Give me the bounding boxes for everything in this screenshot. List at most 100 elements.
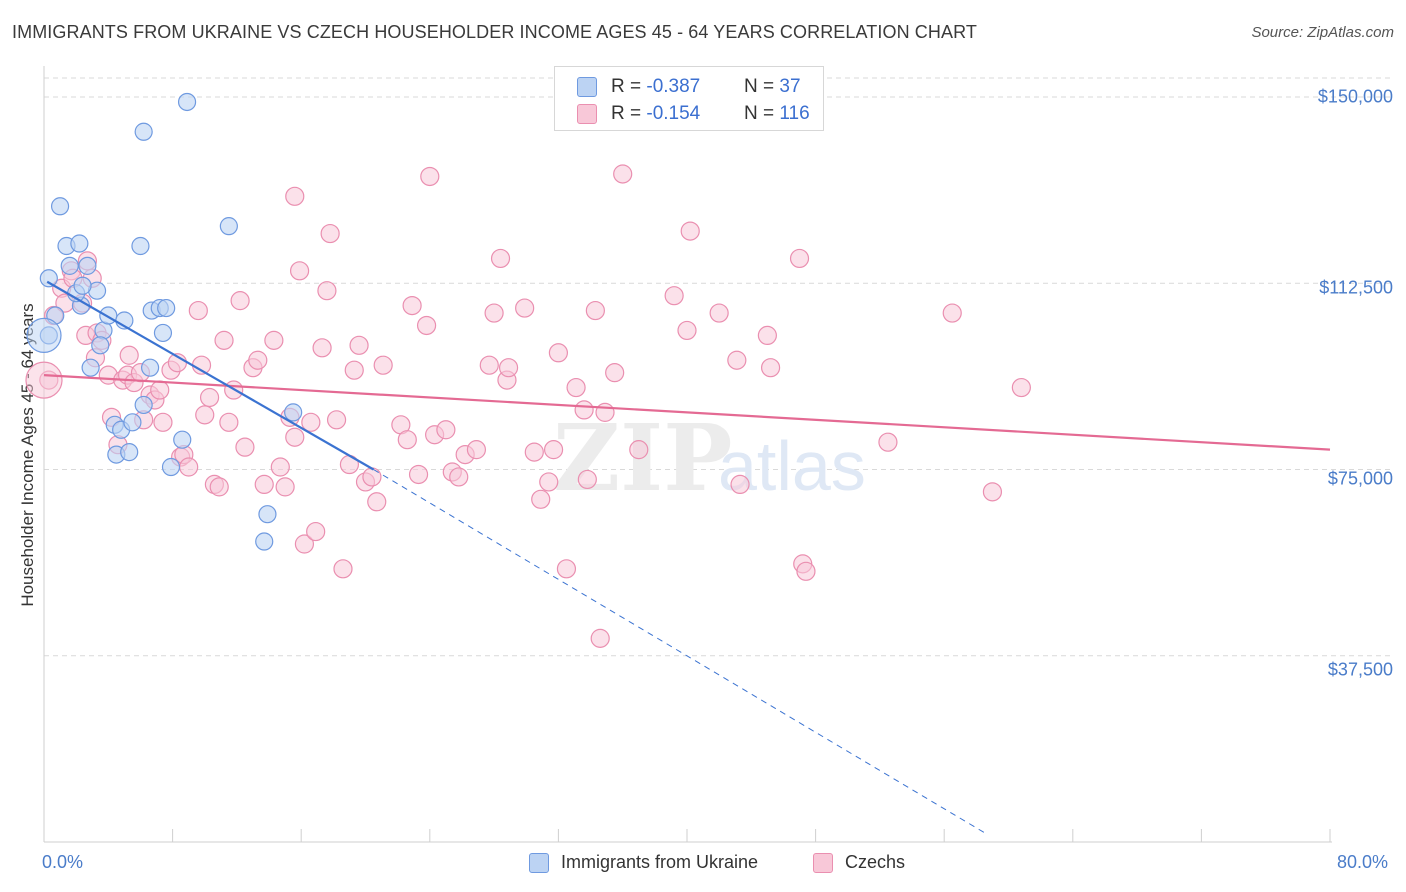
ukraine-point bbox=[153, 323, 173, 343]
ukraine-point bbox=[134, 122, 153, 141]
ukraine-point bbox=[78, 256, 97, 275]
ukraine-point bbox=[161, 457, 181, 477]
ukraine-point bbox=[91, 336, 110, 355]
czechs-point bbox=[664, 286, 684, 306]
czechs-point bbox=[248, 350, 268, 370]
czechs-point bbox=[982, 482, 1003, 502]
czechs-point bbox=[585, 300, 605, 321]
ukraine-point bbox=[123, 413, 142, 432]
n-label: N = bbox=[744, 76, 780, 97]
n-value: 116 bbox=[779, 103, 810, 124]
czechs-point bbox=[605, 363, 625, 383]
legend-label-ukraine: Immigrants from Ukraine bbox=[561, 852, 759, 872]
legend-item-ukraine[interactable]: Immigrants from Ukraine bbox=[529, 852, 758, 873]
ukraine-point bbox=[255, 532, 274, 551]
x-tick-label-max: 80.0% bbox=[1337, 852, 1389, 872]
ukraine-swatch bbox=[577, 77, 597, 97]
czechs-point bbox=[677, 320, 697, 341]
czechs-point bbox=[566, 377, 586, 398]
n-label: N = bbox=[744, 103, 780, 124]
n-value: 37 bbox=[779, 76, 801, 97]
ukraine-point bbox=[50, 197, 70, 216]
czechs-point bbox=[757, 325, 777, 345]
czechs-point bbox=[188, 300, 208, 321]
czechs-point bbox=[479, 355, 499, 375]
czechs-point bbox=[449, 467, 469, 487]
czechs-point bbox=[574, 400, 594, 420]
czechs-point bbox=[153, 412, 173, 432]
ukraine-point bbox=[26, 317, 62, 353]
r-value: -0.387 bbox=[646, 76, 701, 97]
ukraine-point bbox=[177, 92, 197, 112]
y-tick-label: $150,000 bbox=[1317, 86, 1393, 107]
czechs-point bbox=[219, 412, 239, 432]
czechs-point bbox=[629, 440, 649, 460]
czechs-point bbox=[214, 330, 234, 350]
czechs-point bbox=[556, 559, 577, 579]
czechs-point bbox=[119, 345, 139, 365]
ukraine-point bbox=[60, 256, 79, 275]
czechs-point bbox=[254, 474, 274, 494]
czechs-point bbox=[466, 440, 487, 460]
czechs-point bbox=[349, 335, 369, 355]
czechs-trend-line bbox=[43, 374, 1331, 451]
r-value: -0.154 bbox=[646, 103, 701, 124]
czechs-point bbox=[498, 358, 519, 378]
czechs-point bbox=[317, 281, 337, 301]
r-label: R = bbox=[611, 76, 647, 97]
czechs-point bbox=[179, 457, 199, 477]
czechs-point bbox=[402, 296, 422, 316]
czechs-point bbox=[195, 405, 215, 425]
czechs-point bbox=[285, 186, 305, 206]
ukraine-point bbox=[140, 358, 160, 377]
czechs-point bbox=[264, 330, 284, 350]
ukraine-point bbox=[131, 236, 150, 256]
czechs-point bbox=[760, 358, 781, 378]
ukraine-point bbox=[120, 443, 139, 462]
czechs-point bbox=[490, 248, 511, 269]
czechs-point bbox=[543, 440, 564, 460]
czechs-point bbox=[727, 350, 747, 370]
czechs-point bbox=[436, 420, 456, 440]
czechs-point bbox=[306, 521, 326, 542]
czechs-point bbox=[709, 303, 729, 323]
czechs-point bbox=[150, 380, 170, 400]
chart-title: IMMIGRANTS FROM UKRAINE VS CZECH HOUSEHO… bbox=[12, 22, 977, 42]
czechs-point bbox=[199, 387, 220, 408]
czechs-point bbox=[320, 223, 340, 244]
czechs-point bbox=[484, 303, 504, 323]
czechs-point bbox=[420, 166, 440, 187]
czechs-point bbox=[680, 221, 700, 241]
czechs-point bbox=[539, 472, 559, 492]
series-legend: Immigrants from Ukraine Czechs bbox=[0, 852, 1406, 878]
czechs-point bbox=[397, 430, 417, 450]
ukraine-point bbox=[81, 358, 100, 377]
czechs-point bbox=[25, 361, 63, 399]
czechs-point bbox=[515, 298, 535, 318]
czechs-point bbox=[1011, 377, 1031, 398]
czechs-point bbox=[289, 261, 310, 281]
czechs-point bbox=[531, 489, 551, 509]
czechs-point bbox=[590, 628, 610, 648]
y-tick-label: $112,500 bbox=[1319, 277, 1393, 298]
czechs-point bbox=[524, 442, 544, 462]
ukraine-point bbox=[173, 430, 192, 449]
legend-item-czechs[interactable]: Czechs bbox=[813, 852, 905, 873]
ukraine-point bbox=[39, 269, 58, 288]
czechs-point bbox=[367, 492, 387, 512]
ukraine-point bbox=[219, 217, 238, 236]
czechs-point bbox=[796, 561, 816, 581]
czechs-point bbox=[285, 427, 305, 447]
x-tick-label-min: 0.0% bbox=[42, 852, 84, 872]
czechs-point bbox=[301, 412, 321, 432]
czechs-point bbox=[312, 338, 332, 358]
y-tick-label: $37,500 bbox=[1327, 659, 1393, 680]
czechs-point bbox=[373, 355, 393, 375]
ukraine-point bbox=[157, 298, 176, 318]
czechs-point bbox=[209, 477, 229, 497]
czechs-point bbox=[595, 402, 615, 422]
czechs-point bbox=[275, 477, 295, 497]
czechs-point bbox=[416, 315, 437, 336]
czechs-point bbox=[294, 534, 315, 554]
